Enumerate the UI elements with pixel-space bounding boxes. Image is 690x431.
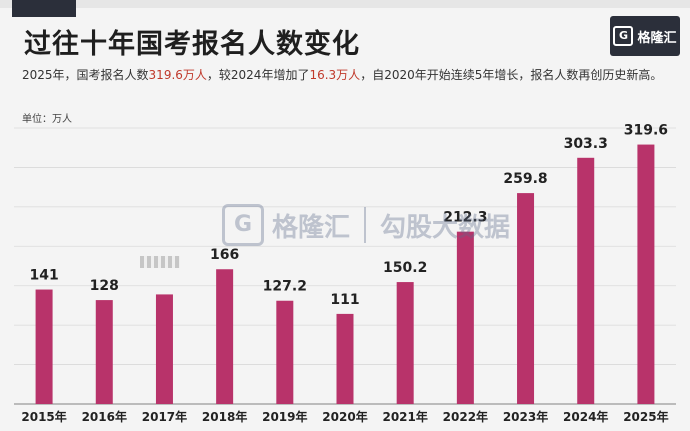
subtitle: 2025年，国考报名人数319.6万人，较2024年增加了16.3万人，自202… bbox=[22, 66, 662, 83]
bar bbox=[456, 231, 474, 404]
x-tick-label: 2017年 bbox=[142, 409, 187, 424]
page-title: 过往十年国考报名人数变化 bbox=[24, 29, 360, 60]
x-tick-label: 2024年 bbox=[563, 409, 608, 424]
top-bar-tab bbox=[12, 0, 76, 17]
data-label: 319.6 bbox=[624, 123, 668, 139]
x-tick-label: 2021年 bbox=[382, 409, 427, 424]
brand-logo: G 格隆汇 bbox=[610, 16, 680, 56]
bar bbox=[577, 157, 595, 404]
subtitle-part-2: ，较2024年增加了 bbox=[206, 68, 310, 82]
bar bbox=[35, 289, 53, 404]
data-label: 128 bbox=[90, 278, 119, 294]
bar bbox=[95, 300, 113, 404]
bar bbox=[216, 269, 234, 404]
bar bbox=[396, 282, 414, 404]
top-bar bbox=[0, 0, 690, 17]
logo-g-icon: G bbox=[613, 26, 634, 46]
data-label: 150.2 bbox=[383, 260, 427, 276]
x-tick-label: 2015年 bbox=[21, 409, 66, 424]
x-tick-label: 2022年 bbox=[443, 409, 488, 424]
logo-text: 格隆汇 bbox=[637, 30, 677, 46]
x-tick-label: 2016年 bbox=[82, 409, 127, 424]
x-tick-label: 2019年 bbox=[262, 409, 307, 424]
data-label: 212.3 bbox=[443, 210, 487, 226]
data-label: 111 bbox=[330, 292, 359, 308]
x-tick-label: 2025年 bbox=[623, 409, 668, 424]
bar bbox=[336, 313, 354, 404]
obscured-label bbox=[140, 256, 180, 268]
bar bbox=[517, 193, 535, 404]
bar bbox=[155, 294, 173, 404]
data-label: 303.3 bbox=[564, 136, 608, 152]
data-label: 259.8 bbox=[503, 171, 547, 187]
bar bbox=[276, 300, 294, 404]
subtitle-highlight-1: 319.6万人 bbox=[148, 68, 207, 82]
x-tick-label: 2023年 bbox=[503, 409, 548, 424]
x-tick-label: 2018年 bbox=[202, 409, 247, 424]
unit-label: 单位：万人 bbox=[22, 114, 72, 125]
subtitle-part-1: 2025年，国考报名人数 bbox=[22, 68, 149, 82]
subtitle-highlight-2: 16.3万人 bbox=[309, 68, 361, 82]
subtitle-part-3: ，自2020年开始连续5年增长，报名人数再创历史新高。 bbox=[360, 68, 663, 82]
bar bbox=[637, 144, 655, 404]
data-label: 166 bbox=[210, 247, 239, 263]
data-label: 127.2 bbox=[263, 279, 307, 295]
data-label: 141 bbox=[29, 268, 58, 284]
x-tick-label: 2020年 bbox=[322, 409, 367, 424]
